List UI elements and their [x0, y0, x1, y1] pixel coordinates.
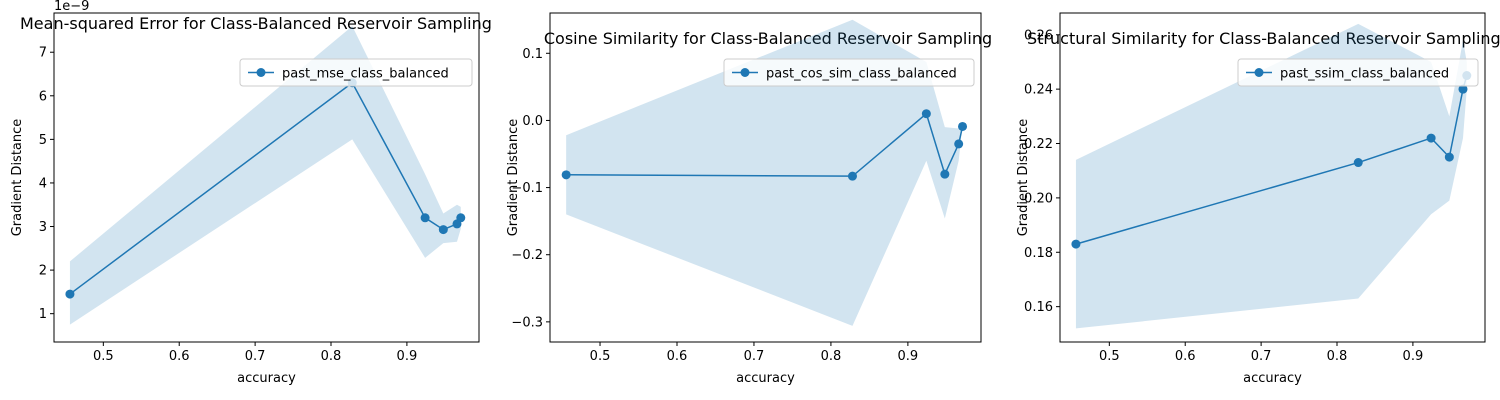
legend-marker: [1254, 68, 1264, 77]
data-point: [1071, 239, 1081, 249]
y-tick-label: 0.22: [1024, 137, 1053, 152]
legend-box: [1237, 58, 1479, 87]
y-tick-label: 7: [39, 46, 47, 61]
chart-title: Mean-squared Error for Class-Balanced Re…: [20, 14, 492, 33]
y-tick-label: 3: [39, 220, 47, 235]
x-tick-label: 0.9: [397, 349, 418, 364]
y-tick-label: 6: [39, 89, 47, 104]
legend-label: past_ssim_class_balanced: [1280, 67, 1449, 82]
legend: past_ssim_class_balanced: [1237, 58, 1479, 87]
legend: past_mse_class_balanced: [239, 58, 473, 87]
y-multiplier-label: 1e−9: [54, 0, 89, 14]
data-point: [561, 170, 571, 180]
y-tick-label: −0.3: [511, 315, 543, 330]
confidence-band: [566, 19, 963, 326]
x-axis-label: accuracy: [237, 371, 296, 386]
y-tick-label: 0.26: [1024, 28, 1053, 43]
x-tick-label: 0.7: [744, 349, 765, 364]
data-point: [940, 169, 950, 179]
x-tick-label: 0.9: [1403, 349, 1424, 364]
y-axis-label: Gradient Distance: [506, 119, 521, 237]
x-tick-label: 0.7: [1251, 349, 1272, 364]
legend: past_cos_sim_class_balanced: [723, 58, 975, 87]
y-tick-label: 0.18: [1024, 246, 1053, 261]
data-point: [438, 225, 448, 235]
plot-frame: [549, 12, 982, 343]
y-tick-label: 0.0: [522, 114, 543, 129]
y-tick-label: 5: [39, 133, 47, 148]
x-tick-label: 0.6: [1175, 349, 1196, 364]
plot-frame: [53, 12, 480, 343]
data-point: [1444, 152, 1454, 162]
x-tick-label: 0.5: [1099, 349, 1120, 364]
data-point: [921, 109, 931, 119]
x-tick-label: 0.6: [667, 349, 688, 364]
legend-marker: [740, 68, 750, 77]
data-point: [847, 171, 857, 181]
x-tick-label: 0.6: [169, 349, 190, 364]
chart-panel-3: Structural Similarity for Class-Balanced…: [1016, 12, 1500, 386]
y-axis-label: Gradient Distance: [1016, 119, 1031, 237]
y-tick-label: −0.2: [511, 248, 543, 263]
y-tick-label: 1: [39, 307, 47, 322]
data-point: [958, 121, 968, 131]
x-tick-label: 0.7: [245, 349, 266, 364]
chart-title: Cosine Similarity for Class-Balanced Res…: [544, 29, 992, 48]
y-tick-label: 0.24: [1024, 83, 1053, 98]
confidence-band: [1075, 23, 1467, 329]
y-tick-label: −0.1: [511, 181, 543, 196]
y-axis-label: Gradient Distance: [10, 119, 25, 237]
confidence-band: [69, 26, 461, 325]
y-tick-label: 0.1: [522, 47, 543, 62]
y-tick-label: 2: [39, 264, 47, 279]
data-point: [65, 289, 75, 299]
x-axis-label: accuracy: [736, 371, 795, 386]
x-tick-label: 0.8: [821, 349, 842, 364]
x-tick-label: 0.5: [93, 349, 114, 364]
plot-frame: [1059, 12, 1486, 343]
data-point: [954, 139, 964, 149]
data-point: [1458, 84, 1468, 94]
x-axis-label: accuracy: [1243, 371, 1302, 386]
y-tick-label: 0.20: [1024, 191, 1053, 206]
chart-panel-2: Cosine Similarity for Class-Balanced Res…: [506, 12, 992, 386]
x-tick-label: 0.8: [1327, 349, 1348, 364]
x-tick-label: 0.8: [321, 349, 342, 364]
data-point: [1353, 158, 1363, 168]
legend-label: past_mse_class_balanced: [282, 67, 449, 82]
data-point: [1426, 133, 1436, 143]
x-tick-label: 0.9: [898, 349, 919, 364]
legend-box: [239, 58, 473, 87]
chart-title: Structural Similarity for Class-Balanced…: [1027, 29, 1500, 48]
legend-label: past_cos_sim_class_balanced: [766, 67, 957, 82]
data-point: [420, 213, 430, 223]
y-tick-label: 4: [39, 176, 47, 191]
legend-marker: [256, 68, 266, 77]
x-tick-label: 0.5: [590, 349, 611, 364]
chart-panel-1: Mean-squared Error for Class-Balanced Re…: [10, 0, 492, 386]
data-point: [456, 213, 466, 223]
legend-box: [723, 58, 975, 87]
y-tick-label: 0.16: [1024, 300, 1053, 315]
